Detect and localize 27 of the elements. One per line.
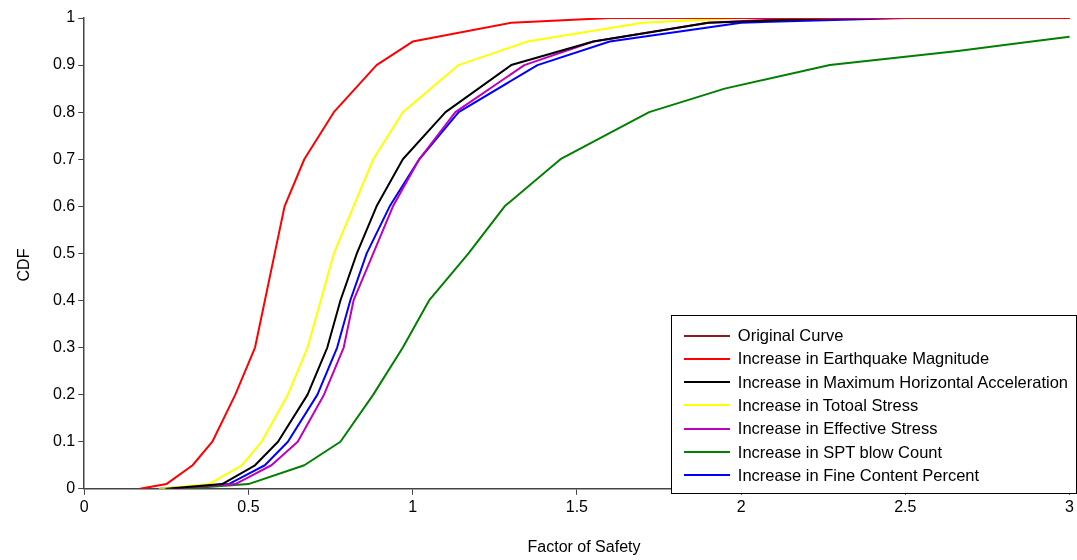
y-tick-label: 0.2 — [52, 385, 76, 403]
y-tick-label: 0.8 — [52, 102, 76, 120]
y-tick-label: 1 — [66, 8, 76, 26]
x-tick-label: 3 — [1065, 497, 1075, 515]
y-tick-label: 0.5 — [52, 243, 76, 261]
legend-label: Increase in SPT blow Count — [737, 442, 943, 462]
y-tick-label: 0.4 — [52, 290, 76, 308]
y-tick-label: 0.7 — [52, 149, 76, 167]
y-tick-label: 0.3 — [52, 337, 76, 355]
y-tick-label: 0 — [66, 479, 76, 497]
legend-label: Original Curve — [737, 326, 844, 346]
y-tick-label: 0.9 — [52, 55, 76, 73]
legend-label: Increase in Maximum Horizontal Acceleration — [737, 372, 1068, 392]
y-tick-label: 0.1 — [52, 432, 76, 450]
x-tick-label: 0 — [79, 497, 89, 515]
x-tick-label: 1 — [408, 497, 418, 515]
legend-label: Increase in Totoal Stress — [737, 395, 919, 415]
x-axis-title: Factor of Safety — [526, 538, 642, 556]
x-tick-label: 2 — [736, 497, 746, 515]
y-axis-title: CDF — [15, 247, 33, 284]
y-tick-label: 0.6 — [52, 196, 76, 214]
legend-label: Increase in Earthquake Magnitude — [737, 349, 990, 369]
x-tick-label: 2.5 — [894, 497, 917, 515]
x-tick-label: 1.5 — [565, 497, 589, 515]
x-tick-label: 0.5 — [237, 497, 260, 515]
legend-label: Increase in Fine Content Percent — [737, 465, 980, 485]
legend-label: Increase in Effective Stress — [737, 419, 938, 439]
